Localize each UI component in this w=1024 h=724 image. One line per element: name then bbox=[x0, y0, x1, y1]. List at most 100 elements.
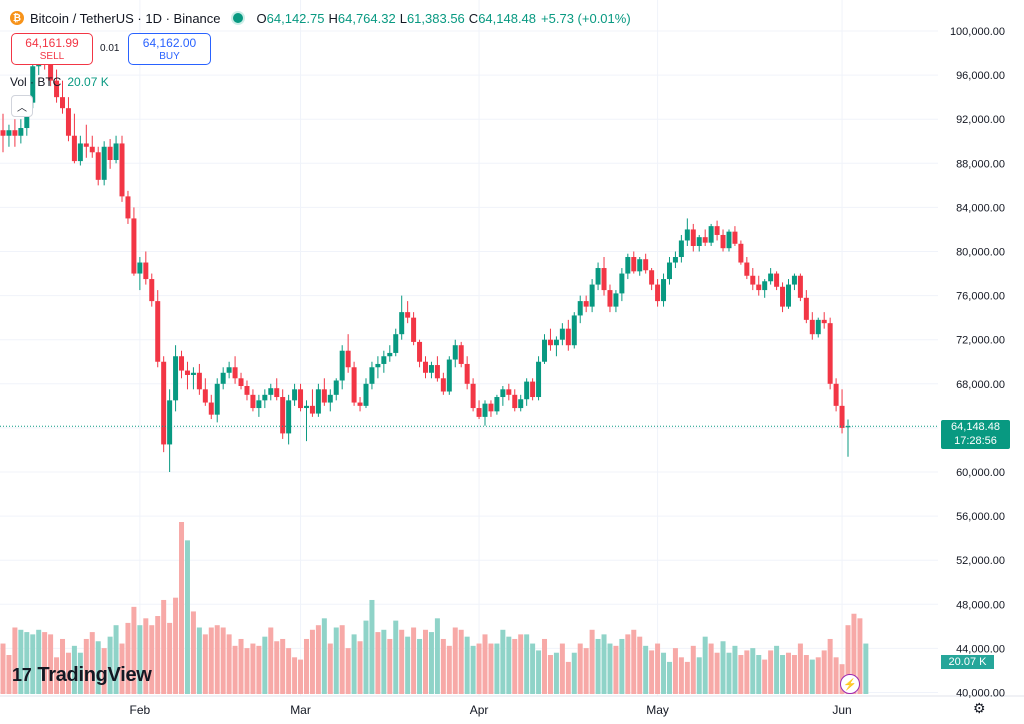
candle-body bbox=[214, 383, 220, 415]
collapse-legend-button[interactable]: ︿ bbox=[11, 95, 33, 117]
volume-bar bbox=[220, 627, 226, 694]
candle-body bbox=[726, 231, 732, 249]
price-tick-label: 40,000.00 bbox=[956, 688, 1005, 700]
candle-body bbox=[583, 301, 589, 307]
volume-bar bbox=[393, 620, 399, 694]
candle-body bbox=[732, 231, 738, 244]
buy-label: BUY bbox=[159, 51, 180, 62]
candle-body bbox=[363, 383, 369, 406]
market-status-icon bbox=[230, 11, 245, 25]
volume-bar bbox=[268, 627, 274, 694]
volume-bar bbox=[434, 618, 440, 694]
volume-bar bbox=[625, 634, 631, 694]
symbol-header: ₿ Bitcoin / TetherUS · 1D · Binance O 64,… bbox=[10, 9, 631, 27]
tradingview-logo[interactable]: 17 TradingView bbox=[12, 664, 152, 687]
candle-body bbox=[547, 339, 553, 346]
candle-body bbox=[113, 143, 119, 160]
time-tick-label: Feb bbox=[130, 703, 151, 717]
price-axis[interactable]: 100,000.00 96,000.00 92,000.00 88,000.00 84,… bbox=[950, 26, 1005, 700]
candle-body bbox=[678, 240, 684, 258]
volume-bar bbox=[785, 652, 791, 694]
candle-body bbox=[649, 270, 655, 285]
candle-body bbox=[756, 284, 762, 291]
lightning-icon[interactable]: ⚡ bbox=[840, 674, 860, 694]
volume-bar bbox=[482, 634, 488, 694]
candle-body bbox=[476, 408, 482, 417]
volume-value: 20.07 K bbox=[67, 75, 109, 89]
volume-bar bbox=[161, 599, 167, 694]
volume-bar bbox=[464, 636, 470, 694]
candle-body bbox=[381, 356, 387, 364]
volume-bar bbox=[309, 629, 315, 694]
candle-body bbox=[672, 257, 678, 263]
volume-bar bbox=[512, 638, 518, 694]
volume-bar bbox=[83, 638, 89, 694]
candle-body bbox=[262, 394, 268, 401]
volume-label: Vol · BTC bbox=[10, 75, 62, 89]
price-tick-label: 52,000.00 bbox=[956, 555, 1005, 567]
candle-body bbox=[77, 143, 83, 162]
candle-body bbox=[791, 275, 797, 285]
volume-bar bbox=[244, 648, 250, 694]
volume-bar bbox=[744, 650, 750, 694]
change-value: +5.73 (+0.01%) bbox=[541, 10, 631, 26]
high-key: H bbox=[328, 10, 338, 26]
candle-body bbox=[339, 350, 345, 381]
volume-bar bbox=[708, 643, 714, 694]
symbol-title[interactable]: Bitcoin / TetherUS · 1D · Binance bbox=[30, 10, 221, 26]
volume-bar bbox=[690, 645, 696, 694]
candle-body bbox=[601, 268, 607, 291]
candle-body bbox=[244, 386, 250, 395]
buy-button[interactable]: 64,162.00 BUY bbox=[128, 33, 211, 65]
candle-body bbox=[696, 237, 702, 246]
candle-body bbox=[655, 284, 661, 302]
volume-bar bbox=[637, 636, 643, 694]
volume-legend[interactable]: Vol · BTC 20.07 K bbox=[10, 75, 109, 89]
volume-bar bbox=[506, 636, 512, 694]
candle-body bbox=[274, 388, 280, 398]
volume-bar bbox=[720, 641, 726, 694]
volume-bar bbox=[196, 627, 202, 694]
candle-body bbox=[708, 226, 714, 243]
volume-bar bbox=[565, 661, 571, 694]
volume-bar bbox=[71, 645, 77, 694]
candle-body bbox=[506, 389, 512, 395]
candle-body bbox=[303, 405, 309, 409]
volume-bar bbox=[292, 657, 298, 694]
time-axis[interactable]: Feb Mar Apr May Jun bbox=[130, 703, 852, 717]
volume-bar bbox=[179, 522, 185, 694]
volume-bar bbox=[547, 655, 553, 694]
candle-body bbox=[268, 388, 274, 395]
volume-bar bbox=[262, 636, 268, 694]
candle-body bbox=[452, 345, 458, 360]
volume-bar bbox=[30, 634, 36, 694]
candle-body bbox=[155, 301, 161, 362]
volume-bar bbox=[6, 655, 12, 694]
volume-bar bbox=[363, 620, 369, 694]
candle-body bbox=[226, 367, 232, 373]
volume-bar bbox=[458, 629, 464, 694]
candle-body bbox=[797, 275, 803, 298]
sell-button[interactable]: 64,161.99 SELL bbox=[11, 33, 93, 65]
volume-bar bbox=[321, 618, 327, 694]
volume-bar bbox=[619, 638, 625, 694]
candle-body bbox=[89, 146, 95, 153]
volume-bar bbox=[18, 629, 24, 694]
gear-icon[interactable]: ⚙ bbox=[973, 700, 986, 716]
volume-bar bbox=[95, 641, 101, 694]
candle-body bbox=[553, 339, 559, 346]
volume-bar bbox=[821, 650, 827, 694]
candle-body bbox=[137, 262, 143, 274]
volume-bar bbox=[137, 625, 143, 694]
candle-body bbox=[30, 66, 36, 103]
volume-bar bbox=[250, 643, 256, 694]
volume-bar bbox=[119, 643, 125, 694]
candle-body bbox=[518, 399, 524, 409]
candle-body bbox=[315, 389, 321, 414]
volume-bars bbox=[0, 522, 869, 694]
volume-bar bbox=[845, 625, 851, 694]
candle-body bbox=[833, 383, 839, 406]
time-tick-label: Mar bbox=[290, 703, 311, 717]
volume-bar bbox=[113, 625, 119, 694]
